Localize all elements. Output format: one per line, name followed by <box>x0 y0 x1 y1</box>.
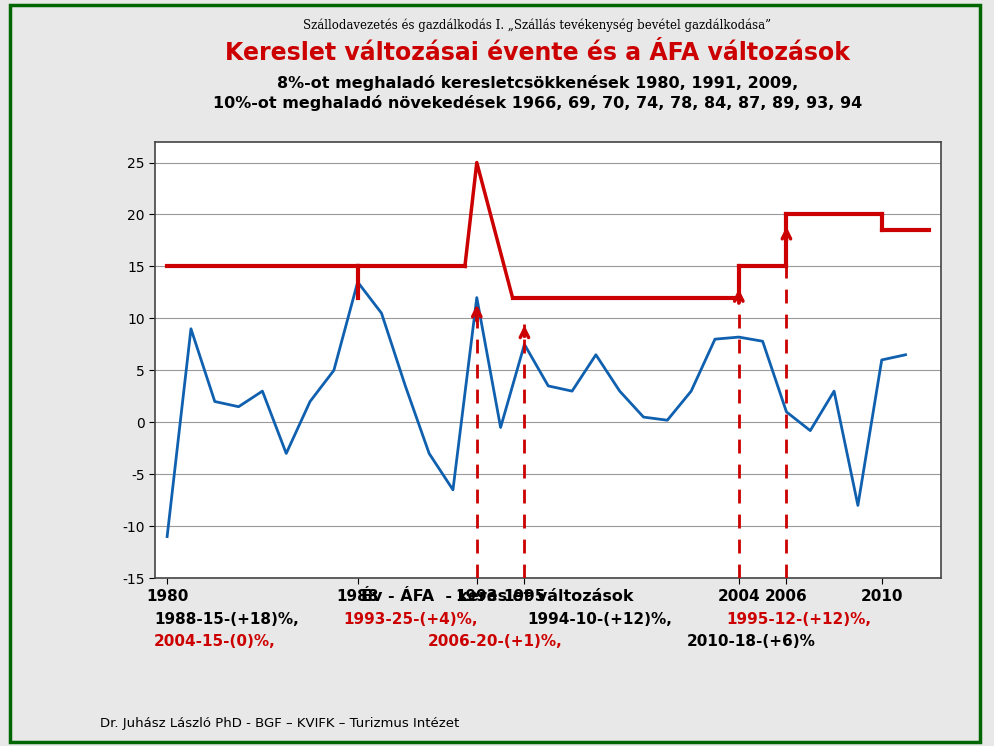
Text: 2004-15-(0)%,: 2004-15-(0)%, <box>154 634 275 649</box>
Text: Év - ÁFA  - kereslet változások: Év - ÁFA - kereslet változások <box>361 589 633 604</box>
Text: 1994-10-(+12)%,: 1994-10-(+12)%, <box>527 612 672 627</box>
Text: Szállodavezetés és gazdálkodás I. „Szállás tevékenység bevétel gazdálkodása”: Szállodavezetés és gazdálkodás I. „Száll… <box>303 19 770 32</box>
Text: 1995-12-(+12)%,: 1995-12-(+12)%, <box>726 612 871 627</box>
Text: 8%-ot meghaladó keresletcsökkenések 1980, 1991, 2009,: 8%-ot meghaladó keresletcsökkenések 1980… <box>276 75 797 90</box>
Text: Dr. Juhász László PhD - BGF – KVIFK – Turizmus Intézet: Dr. Juhász László PhD - BGF – KVIFK – Tu… <box>99 717 458 730</box>
Text: Kereslet változásai évente és a ÁFA változások: Kereslet változásai évente és a ÁFA vált… <box>225 41 849 65</box>
Text: 1988-15-(+18)%,: 1988-15-(+18)%, <box>154 612 298 627</box>
Text: 2006-20-(+1)%,: 2006-20-(+1)%, <box>427 634 562 649</box>
Text: 1993-25-(+4)%,: 1993-25-(+4)%, <box>343 612 477 627</box>
Text: 10%-ot meghaladó növekedések 1966, 69, 70, 74, 78, 84, 87, 89, 93, 94: 10%-ot meghaladó növekedések 1966, 69, 7… <box>213 95 861 111</box>
Text: 2010-18-(+6)%: 2010-18-(+6)% <box>686 634 815 649</box>
